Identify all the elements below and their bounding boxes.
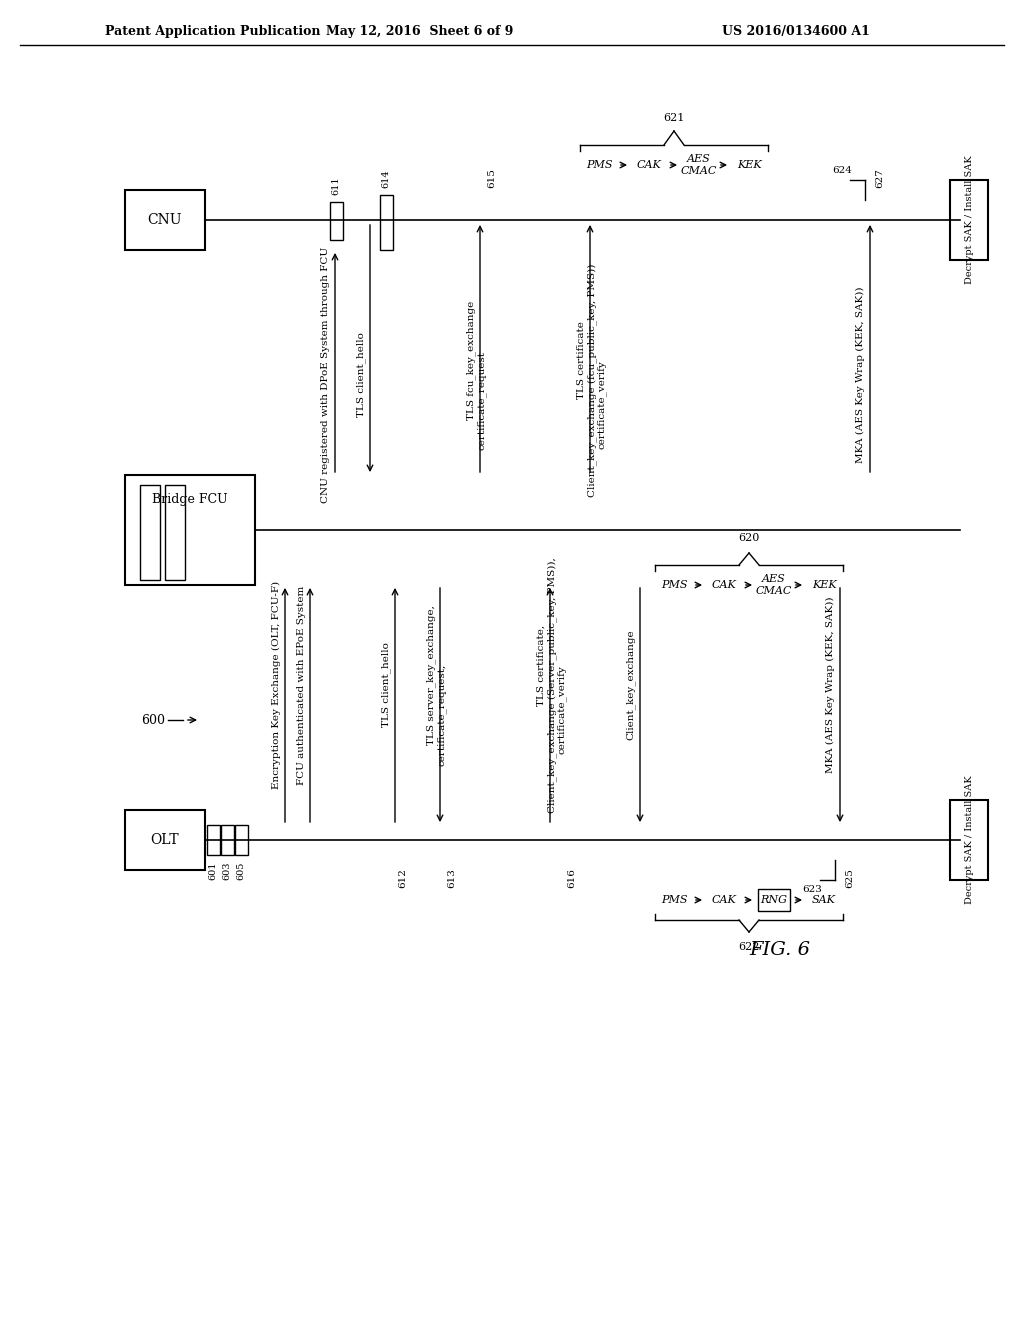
Text: CAK: CAK [712,579,736,590]
Text: TLS certificate,: TLS certificate, [537,624,546,706]
Text: FIG. 6: FIG. 6 [750,941,811,960]
Bar [234,825,248,855]
Text: Decrypt SAK / Install SAK: Decrypt SAK / Install SAK [966,776,975,904]
Text: AES
CMAC: AES CMAC [681,154,717,176]
Text: certificate_request: certificate_request [477,351,486,450]
Text: TLS certificate: TLS certificate [577,321,586,399]
Text: 612: 612 [398,869,408,888]
Text: US 2016/0134600 A1: US 2016/0134600 A1 [722,25,870,38]
Text: 616: 616 [567,869,577,888]
Text: 613: 613 [447,869,457,888]
Text: TLS client_hello: TLS client_hello [381,643,391,727]
Text: CNU registered with DPoE System through FCU: CNU registered with DPoE System through … [322,247,331,503]
Text: CNU: CNU [147,213,182,227]
Text: 622: 622 [738,942,760,952]
Text: 611: 611 [332,177,341,195]
Bar [125,810,205,870]
Bar [221,825,234,855]
Bar [950,800,988,880]
Text: Client_key_exchange: Client_key_exchange [626,630,636,741]
Text: May 12, 2016  Sheet 6 of 9: May 12, 2016 Sheet 6 of 9 [327,25,514,38]
Text: 621: 621 [664,114,685,123]
Bar [380,195,393,249]
Bar [330,202,343,240]
Bar [207,825,220,855]
Text: Patent Application Publication: Patent Application Publication [105,25,321,38]
Text: certificate_verify: certificate_verify [597,360,607,449]
Text: KEK: KEK [736,160,761,170]
Text: Decrypt SAK / Install SAK: Decrypt SAK / Install SAK [966,156,975,284]
Text: 614: 614 [382,169,390,187]
Text: Bridge FCU: Bridge FCU [153,494,227,507]
Text: OLT: OLT [151,833,179,847]
Text: 624: 624 [833,166,852,176]
Text: 623: 623 [802,884,822,894]
Text: PMS: PMS [660,895,687,906]
Text: 601: 601 [209,862,217,880]
Text: certificate_request,: certificate_request, [437,664,446,766]
Text: certificate_verify: certificate_verify [557,665,567,754]
Text: MKA (AES Key Wrap (KEK, SAK)): MKA (AES Key Wrap (KEK, SAK)) [855,286,864,463]
Text: 600: 600 [141,714,165,726]
Bar [758,888,790,911]
Text: PMS: PMS [586,160,612,170]
Text: 603: 603 [222,862,231,880]
Text: SAK: SAK [812,895,836,906]
Text: TLS fcu_key_exchange: TLS fcu_key_exchange [466,301,476,420]
Bar [950,180,988,260]
Text: Encryption Key Exchange (OLT, FCU-F): Encryption Key Exchange (OLT, FCU-F) [271,581,281,789]
Text: 615: 615 [487,168,497,187]
Text: TLS client_hello: TLS client_hello [356,333,366,417]
Text: KEK: KEK [812,579,837,590]
Bar [125,475,255,585]
Text: Client_key_exchange (Server_public_key, PMS)),: Client_key_exchange (Server_public_key, … [547,557,557,813]
Text: AES
CMAC: AES CMAC [756,574,793,595]
Text: TLS server_key_exchange,: TLS server_key_exchange, [426,605,436,744]
Text: CAK: CAK [712,895,736,906]
Bar [165,484,185,579]
Text: MKA (AES Key Wrap (KEK, SAK)): MKA (AES Key Wrap (KEK, SAK)) [825,597,835,774]
Bar [125,190,205,249]
Text: 627: 627 [876,168,885,187]
Text: CAK: CAK [637,160,662,170]
Text: FCU authenticated with EPoE System: FCU authenticated with EPoE System [297,585,305,784]
Text: 620: 620 [738,533,760,543]
Text: 605: 605 [237,862,246,880]
Text: 625: 625 [846,869,854,888]
Bar [140,484,160,579]
Text: RNG: RNG [761,895,787,906]
Text: PMS: PMS [660,579,687,590]
Text: Client_key_exchange (fcu_public_key, PMS)): Client_key_exchange (fcu_public_key, PMS… [587,263,597,496]
